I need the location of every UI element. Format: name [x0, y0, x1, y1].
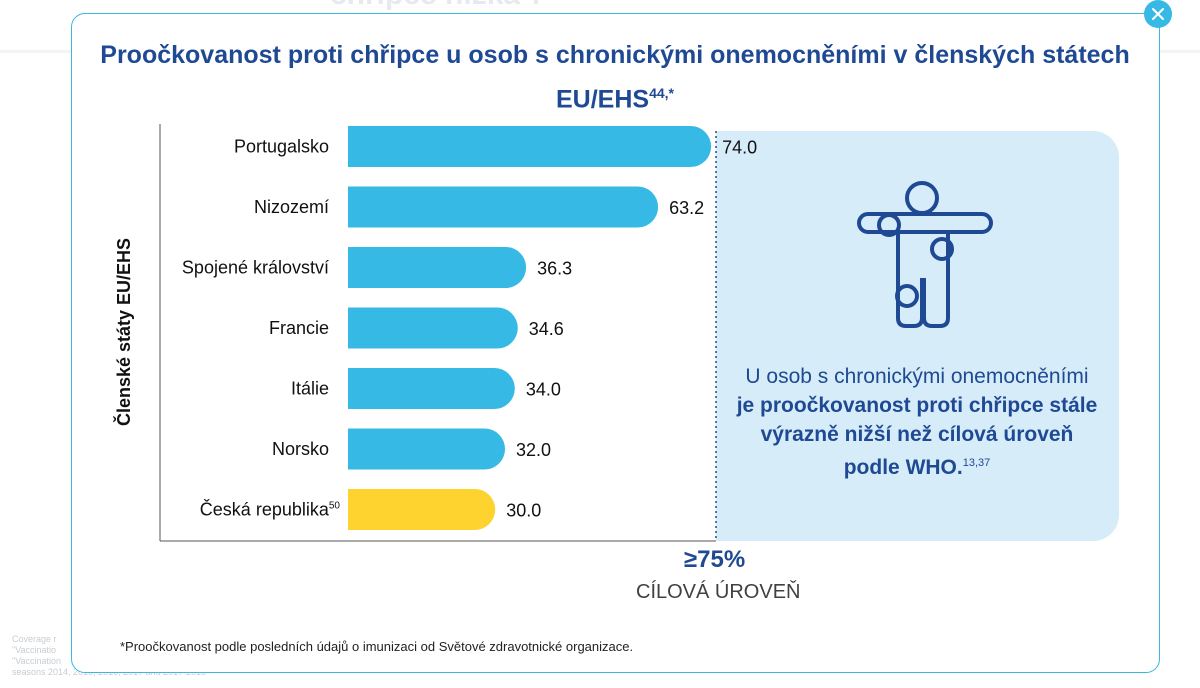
value-label-0: 74.0: [722, 138, 757, 158]
y-axis-label: Členské státy EU/EHS: [113, 238, 134, 426]
value-label-3: 34.6: [529, 319, 564, 339]
category-label-6: Česká republika50: [200, 499, 341, 520]
category-label-1: Nizozemí: [254, 197, 329, 217]
value-label-2: 36.3: [537, 259, 572, 279]
value-label-6: 30.0: [506, 501, 541, 521]
value-label-5: 32.0: [516, 440, 551, 460]
category-label-2: Spojené království: [182, 258, 329, 278]
modal-title-reference: 44,*: [649, 85, 674, 101]
bar-5: [348, 428, 506, 470]
footnote: *Proočkovanost podle posledních údajů o …: [120, 639, 634, 654]
bar-3: [348, 307, 518, 349]
value-label-1: 63.2: [669, 198, 704, 218]
category-label-4: Itálie: [291, 379, 329, 399]
modal-title: Proočkovanost proti chřipce u osob s chr…: [80, 36, 1150, 118]
close-icon: [1152, 8, 1164, 20]
modal-title-text: Proočkovanost proti chřipce u osob s chr…: [100, 41, 1130, 114]
target-label: CÍLOVÁ ÚROVEŇ: [636, 581, 801, 603]
value-label-4: 34.0: [526, 380, 561, 400]
info-text-reference: 13,37: [962, 457, 991, 469]
info-text-normal: U osob s chronickými onemocněními: [745, 365, 1089, 388]
bar-series: 74.0 Portugalsko 63.2 Nizozemí 36.3 Spojené k…: [182, 126, 757, 530]
person-joints-icon: [857, 181, 993, 328]
background-heading: chřipce nízká*.: [330, 0, 540, 12]
info-message: U osob s chronickými onemocněními je pro…: [736, 362, 1098, 482]
bar-0: [348, 126, 712, 167]
category-label-5: Norsko: [272, 439, 329, 459]
info-panel: [716, 131, 1119, 541]
info-text-bold: je proočkovanost proti chřipce stále výr…: [736, 394, 1098, 479]
bar-2: [348, 247, 527, 288]
bar-6: [348, 489, 496, 530]
target-value: ≥75%: [684, 546, 746, 573]
close-button[interactable]: [1144, 0, 1172, 28]
bar-1: [348, 186, 659, 228]
category-label-0: Portugalsko: [234, 137, 329, 157]
category-label-3: Francie: [269, 318, 329, 338]
bar-4: [348, 368, 515, 409]
